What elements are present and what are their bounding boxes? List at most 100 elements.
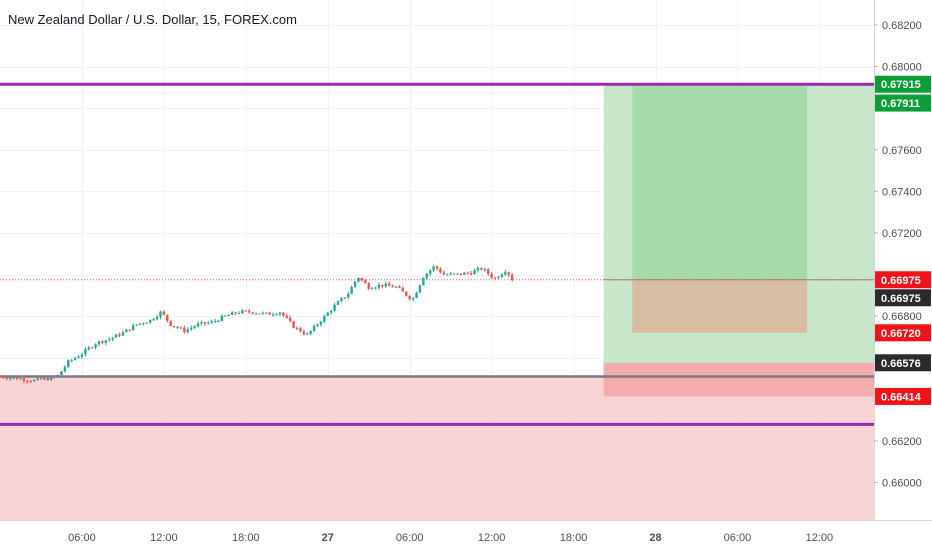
candle-body (210, 321, 213, 323)
candle-body (80, 354, 84, 357)
candle-body (128, 329, 131, 331)
candle-body (101, 341, 104, 343)
price-axis[interactable]: 0.68200 0.68000 0.67600 0.67400 0.67200 0.668… (874, 20, 922, 490)
candle-body (200, 322, 203, 324)
candle-body (244, 310, 248, 312)
candle-body (329, 310, 333, 313)
price-label-red: 0.66720 (875, 324, 931, 342)
candle-body (125, 329, 128, 333)
candle-body (39, 378, 43, 380)
candle-body (275, 314, 278, 316)
candle-body (504, 272, 507, 275)
candle-body (411, 297, 415, 300)
y-tick-label: 0.68200 (882, 20, 922, 32)
candle-body (224, 315, 227, 317)
candle-body (70, 359, 73, 361)
candle-body (292, 321, 295, 329)
candle-body (480, 268, 483, 270)
candle-body (347, 293, 350, 298)
profit-zone-inner (632, 84, 808, 280)
candle-body (268, 312, 271, 315)
candle-body (265, 312, 268, 314)
candle-body (388, 283, 391, 286)
candle-body (46, 378, 49, 381)
candle-body (487, 269, 490, 274)
candle-body (26, 380, 29, 382)
candle-body (466, 272, 469, 274)
candle-body (189, 327, 193, 330)
price-label-bg (875, 289, 931, 307)
x-tick-label: 06:00 (396, 532, 424, 544)
candle-body (360, 278, 364, 281)
candle-body (463, 272, 466, 275)
candle-body (176, 326, 179, 328)
candle-body (183, 327, 186, 333)
candle-body (418, 285, 422, 293)
candle-body (254, 313, 258, 315)
candle-body (207, 322, 210, 324)
candle-body (442, 272, 446, 275)
candle-body (248, 310, 251, 313)
candle-body (432, 266, 435, 271)
candle-body (5, 377, 9, 379)
candle-body (60, 371, 63, 375)
candle-body (104, 340, 108, 343)
candle-body (22, 378, 26, 381)
stop-zone-inner (632, 279, 808, 333)
x-tick-label: 18:00 (560, 532, 588, 544)
candle-body (172, 326, 176, 328)
candle-body (32, 379, 36, 382)
candle-body (401, 287, 405, 292)
time-axis[interactable]: 06:00 12:00 18:00 27 06:00 12:00 18:00 28 06:00 1… (68, 532, 833, 544)
candle-body (121, 332, 125, 336)
candle-body (476, 268, 480, 271)
candle-body (162, 311, 166, 315)
candle-body (241, 310, 244, 314)
candle-body (309, 330, 312, 334)
candle-body (271, 314, 275, 316)
y-tick-label: 0.66200 (882, 436, 922, 448)
candle-body (84, 349, 87, 355)
candle-body (285, 315, 288, 318)
candle-body (56, 374, 60, 377)
candle-body (323, 315, 326, 322)
candle-body (87, 347, 90, 350)
candle-body (415, 292, 418, 298)
candle-body (336, 301, 340, 305)
candle-body (97, 341, 101, 345)
candle-body (193, 326, 196, 328)
candle-body (384, 283, 387, 287)
candle-body (299, 327, 302, 332)
price-label-text: 0.66414 (881, 391, 922, 403)
candle-body (169, 320, 172, 327)
candle-body (90, 347, 94, 349)
horizontal-lines[interactable] (0, 82, 874, 426)
candle-body (333, 304, 336, 311)
candle-body (29, 381, 32, 383)
candle-body (142, 323, 145, 325)
candle-body (381, 284, 384, 287)
y-tick-label: 0.67200 (882, 228, 922, 240)
candle-body (234, 312, 237, 314)
x-tick-label: 12:00 (806, 532, 834, 544)
candle-body (449, 273, 452, 275)
candle-body (398, 286, 401, 288)
candle-body (111, 337, 114, 340)
candle-body (166, 314, 169, 321)
candle-body (0, 376, 2, 378)
candle-body (377, 284, 381, 288)
candle-body (36, 378, 39, 380)
candle-body (94, 344, 97, 348)
candle-body (108, 339, 111, 341)
candle-body (149, 319, 152, 323)
price-label-bg (875, 94, 931, 112)
candle-body (367, 283, 370, 289)
candle-body (391, 285, 394, 288)
candle-body (159, 311, 162, 317)
x-tick-label: 18:00 (232, 532, 260, 544)
candle-body (353, 281, 357, 287)
candle-body (319, 321, 323, 325)
candle-body (428, 270, 432, 274)
